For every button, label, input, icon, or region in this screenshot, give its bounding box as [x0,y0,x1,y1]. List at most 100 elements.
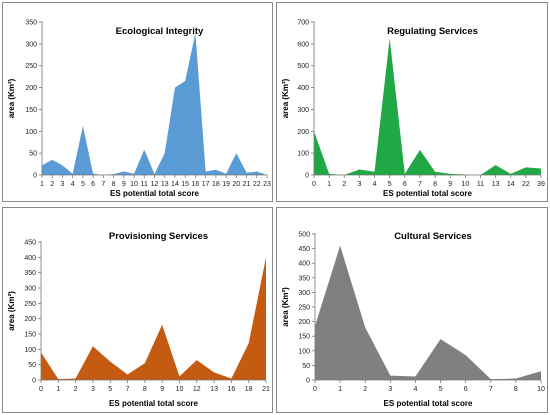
x-axis-label: ES potential total score [109,399,198,408]
y-tick-label: 350 [25,20,37,27]
y-tick-label: 350 [298,275,310,282]
series-area [42,32,267,176]
y-tick-label: 250 [25,63,37,70]
x-tick-label: 8 [514,386,518,393]
x-tick-label: 0 [313,386,317,393]
x-tick-label: 5 [439,386,443,393]
y-tick-label: 100 [24,347,36,354]
y-tick-label: 50 [29,151,37,158]
x-tick-label: 39 [537,181,545,188]
x-tick-label: 10 [130,181,138,188]
x-tick-label: 3 [91,386,95,393]
y-tick-label: 50 [302,363,310,370]
x-tick-label: 1 [338,386,342,393]
y-tick-label: 500 [297,63,309,70]
x-tick-label: 13 [161,181,169,188]
x-tick-label: 0 [39,386,43,393]
x-tick-label: 22 [253,181,261,188]
y-tick-label: 400 [24,255,36,262]
x-tick-label: 13 [492,181,500,188]
y-axis-label: area (Km²) [7,291,16,331]
y-tick-label: 100 [297,151,309,158]
x-tick-label: 0 [312,181,316,188]
x-tick-label: 6 [91,181,95,188]
x-tick-label: 9 [122,181,126,188]
x-axis-label: ES potential total score [110,189,199,198]
y-tick-label: 200 [24,316,36,323]
y-tick-label: 400 [298,261,310,268]
x-tick-label: 13 [210,386,218,393]
chart-title: Cultural Services [394,231,472,242]
x-tick-label: 8 [433,181,437,188]
y-tick-label: 100 [298,348,310,355]
x-tick-label: 9 [448,181,452,188]
x-tick-label: 5 [81,181,85,188]
x-tick-label: 21 [262,386,270,393]
x-tick-label: 9 [160,386,164,393]
x-tick-label: 11 [477,181,484,188]
y-tick-label: 0 [32,378,36,385]
x-tick-label: 6 [403,181,407,188]
x-tick-label: 3 [357,181,361,188]
x-axis-label: ES potential total score [384,399,473,408]
x-tick-label: 15 [181,181,189,188]
series-area [315,245,541,380]
chart-panel-cultural-services: 0 50 100 150 200 250 300 350 400 450 500 0 1 2 3 4 5 6 7 8 1… [276,207,548,413]
x-tick-label: 5 [388,181,392,188]
y-tick-label: 250 [24,301,36,308]
x-tick-label: 7 [489,386,493,393]
chart-panel-provisioning-services: 0 50 100 150 200 250 300 350 400 450 0 1 2 3 5 7 8 9 10 12 1… [2,207,273,413]
x-tick-label: 2 [74,386,78,393]
x-axis-label: ES potential total score [383,189,472,198]
y-tick-label: 300 [25,41,37,48]
chart-panel-ecological-integrity: 0 50 100 150 200 250 300 350 1 2 3 4 5 6 7 8 9 10 11 12 13 14… [2,2,273,202]
y-tick-label: 150 [24,332,36,339]
x-tick-label: 18 [212,181,220,188]
y-axis-label: area (Km²) [281,78,290,118]
y-tick-label: 600 [297,41,309,48]
y-tick-label: 0 [33,173,37,180]
y-tick-label: 100 [25,129,37,136]
y-tick-label: 150 [298,334,310,341]
y-tick-label: 150 [25,107,37,114]
x-tick-label: 1 [327,181,331,188]
x-tick-label: 10 [176,386,184,393]
y-axis-label: area (Km²) [281,287,290,327]
y-axis-label: area (Km²) [7,78,16,118]
x-tick-label: 17 [202,181,210,188]
x-tick-label: 5 [108,386,112,393]
x-tick-label: 3 [388,386,392,393]
chart-title: Provisioning Services [109,231,208,242]
y-tick-label: 200 [298,319,310,326]
x-tick-label: 4 [413,386,417,393]
series-area [314,38,541,175]
chart-title: Regulating Services [387,26,478,37]
x-tick-label: 11 [141,181,148,188]
x-tick-label: 3 [61,181,65,188]
y-tick-label: 450 [24,240,36,247]
chart-svg-regulating-services: 0 100 200 300 400 500 600 700 0 1 2 3 4 5 6 7 8 9 10 11 13 14… [281,20,545,199]
x-tick-label: 10 [461,181,469,188]
x-tick-label: 6 [464,386,468,393]
x-tick-label: 8 [112,181,116,188]
x-tick-label: 4 [71,181,75,188]
chart-title: Ecological Integrity [116,26,204,37]
x-tick-label: 8 [143,386,147,393]
x-tick-label: 18 [245,386,253,393]
x-tick-label: 4 [373,181,377,188]
x-tick-label: 2 [50,181,54,188]
x-tick-label: 7 [101,181,105,188]
y-tick-label: 500 [298,232,310,239]
y-tick-label: 0 [306,378,310,385]
y-tick-label: 200 [25,85,37,92]
x-tick-label: 14 [171,181,179,188]
y-tick-label: 300 [24,286,36,293]
y-tick-label: 200 [297,129,309,136]
x-tick-label: 7 [126,386,130,393]
y-tick-label: 400 [297,85,309,92]
x-tick-label: 2 [363,386,367,393]
x-tick-label: 14 [507,181,515,188]
y-tick-label: 700 [297,20,309,27]
